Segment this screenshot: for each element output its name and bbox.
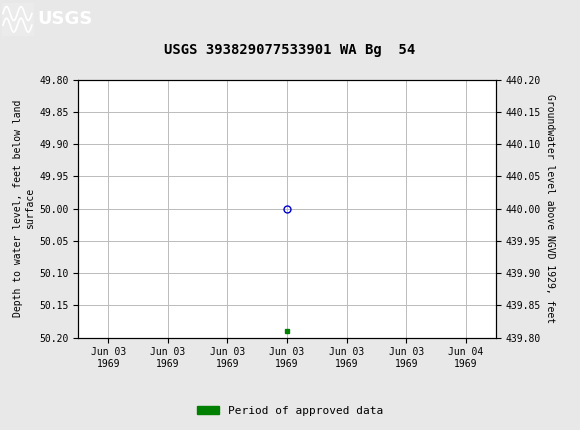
Y-axis label: Groundwater level above NGVD 1929, feet: Groundwater level above NGVD 1929, feet (545, 94, 555, 323)
Text: USGS 393829077533901 WA Bg  54: USGS 393829077533901 WA Bg 54 (164, 43, 416, 57)
Legend: Period of approved data: Period of approved data (193, 401, 387, 420)
Bar (2, 3, 34, 36)
Y-axis label: Depth to water level, feet below land
surface: Depth to water level, feet below land su… (13, 100, 35, 317)
Text: USGS: USGS (38, 10, 93, 28)
